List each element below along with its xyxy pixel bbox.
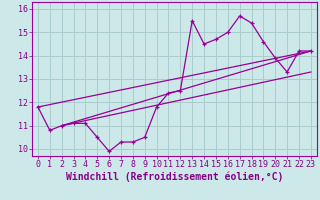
X-axis label: Windchill (Refroidissement éolien,°C): Windchill (Refroidissement éolien,°C): [66, 172, 283, 182]
